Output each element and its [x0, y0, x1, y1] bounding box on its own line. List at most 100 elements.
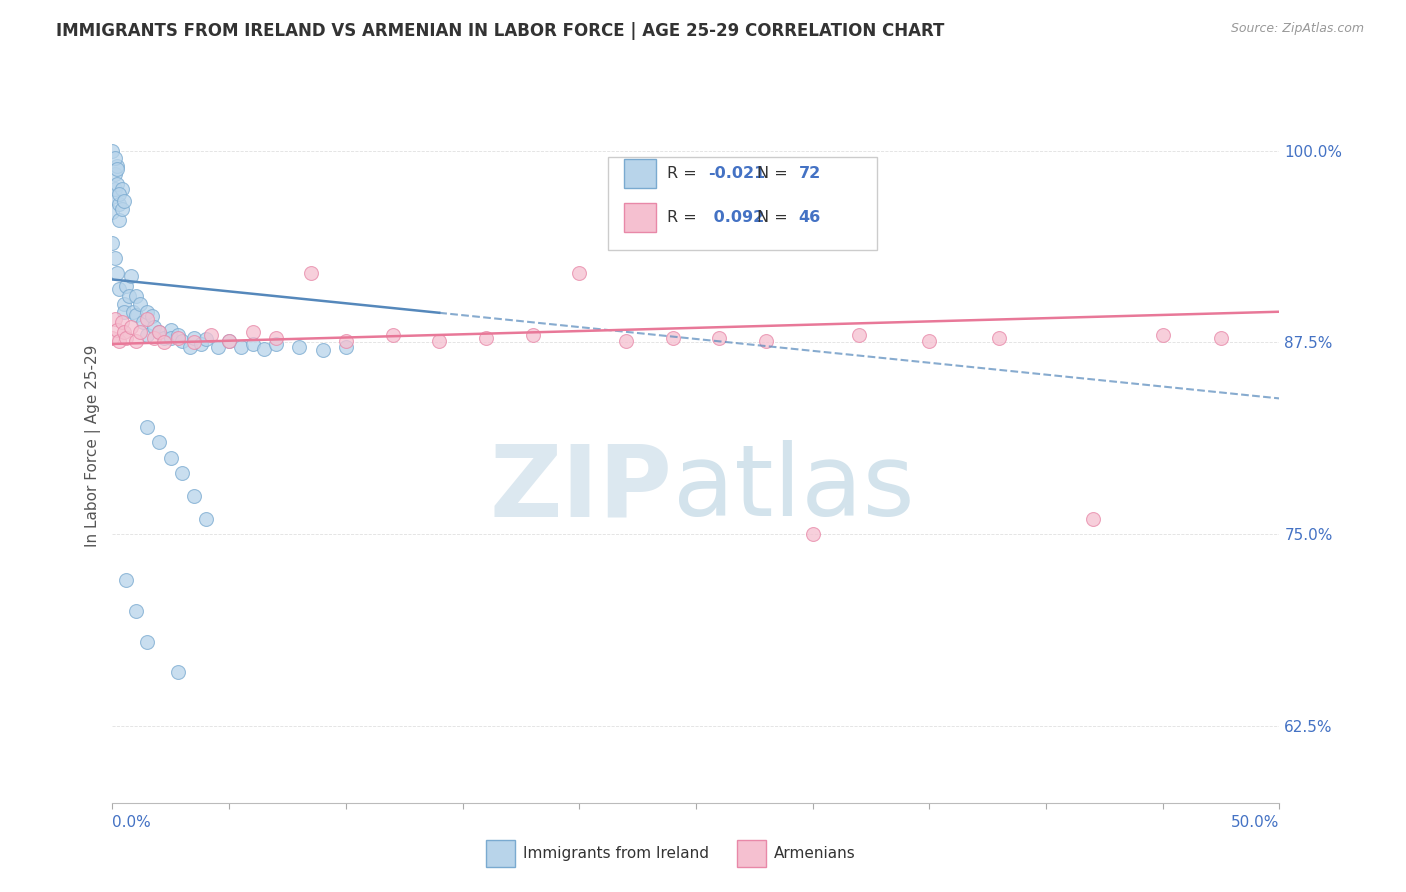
Point: [148, 325, 170, 339]
Point: [1152, 327, 1174, 342]
Point: [172, 466, 194, 480]
Point: [148, 325, 170, 339]
Point: [661, 331, 683, 345]
Point: [253, 342, 276, 356]
Point: [101, 331, 124, 345]
Point: [108, 334, 131, 348]
Point: [118, 289, 141, 303]
Text: atlas: atlas: [672, 441, 914, 537]
Point: [229, 340, 252, 354]
Text: ZIP: ZIP: [489, 441, 672, 537]
Point: [1081, 512, 1104, 526]
Point: [160, 450, 183, 465]
Point: [755, 334, 778, 348]
Point: [129, 325, 152, 339]
Point: [112, 325, 135, 339]
Point: [120, 269, 142, 284]
Point: [112, 194, 135, 209]
Point: [105, 161, 128, 176]
FancyBboxPatch shape: [737, 840, 766, 867]
Text: Source: ZipAtlas.com: Source: ZipAtlas.com: [1230, 22, 1364, 36]
Point: [111, 316, 134, 330]
Text: 0.0%: 0.0%: [112, 815, 152, 830]
Point: [218, 334, 240, 348]
Point: [104, 151, 127, 165]
Point: [104, 182, 127, 196]
Point: [136, 304, 159, 318]
Point: [101, 235, 124, 250]
Point: [115, 574, 138, 588]
Point: [136, 419, 159, 434]
Point: [112, 297, 135, 311]
Point: [105, 266, 128, 280]
Point: [166, 665, 188, 680]
Point: [153, 335, 176, 350]
Point: [120, 320, 142, 334]
Point: [166, 327, 188, 342]
Point: [381, 327, 404, 342]
Point: [172, 334, 194, 348]
Point: [108, 212, 131, 227]
Point: [115, 331, 138, 345]
Point: [335, 334, 357, 348]
Point: [194, 512, 217, 526]
Y-axis label: In Labor Force | Age 25-29: In Labor Force | Age 25-29: [86, 345, 101, 547]
Point: [104, 251, 127, 265]
Point: [207, 340, 229, 354]
Point: [522, 327, 544, 342]
Point: [709, 331, 731, 345]
Point: [111, 182, 134, 196]
Point: [125, 334, 148, 348]
Point: [988, 331, 1011, 345]
Point: [288, 340, 311, 354]
Point: [427, 334, 450, 348]
Point: [200, 327, 222, 342]
Point: [1209, 331, 1232, 345]
Text: N =: N =: [756, 211, 793, 225]
Point: [122, 304, 145, 318]
FancyBboxPatch shape: [624, 203, 657, 232]
Point: [299, 266, 322, 280]
Point: [264, 331, 287, 345]
Point: [335, 340, 357, 354]
Point: [125, 289, 148, 303]
Point: [183, 489, 205, 503]
Text: -0.021: -0.021: [707, 166, 765, 181]
Point: [136, 312, 159, 326]
Point: [115, 278, 138, 293]
Point: [105, 323, 128, 337]
Point: [129, 297, 152, 311]
Point: [101, 205, 124, 219]
Point: [183, 331, 205, 345]
Text: 50.0%: 50.0%: [1232, 815, 1279, 830]
Point: [179, 340, 201, 354]
Point: [108, 197, 131, 211]
Point: [568, 266, 591, 280]
Point: [153, 331, 176, 345]
Point: [242, 325, 264, 339]
FancyBboxPatch shape: [624, 159, 657, 187]
Point: [136, 327, 159, 342]
Text: N =: N =: [756, 166, 793, 181]
Point: [801, 527, 824, 541]
Point: [141, 310, 163, 324]
Point: [475, 331, 498, 345]
Point: [143, 331, 166, 345]
Text: 72: 72: [799, 166, 821, 181]
Point: [194, 332, 217, 346]
Point: [918, 334, 941, 348]
Point: [101, 189, 124, 203]
Point: [136, 634, 159, 648]
Text: Armenians: Armenians: [775, 846, 856, 861]
Text: 0.092: 0.092: [707, 211, 763, 225]
Point: [311, 343, 333, 357]
Point: [108, 186, 131, 201]
Point: [101, 144, 124, 158]
Point: [242, 337, 264, 351]
Text: 46: 46: [799, 211, 821, 225]
Point: [160, 323, 183, 337]
FancyBboxPatch shape: [486, 840, 515, 867]
Point: [614, 334, 637, 348]
Point: [105, 159, 128, 173]
Text: IMMIGRANTS FROM IRELAND VS ARMENIAN IN LABOR FORCE | AGE 25-29 CORRELATION CHART: IMMIGRANTS FROM IRELAND VS ARMENIAN IN L…: [56, 22, 945, 40]
